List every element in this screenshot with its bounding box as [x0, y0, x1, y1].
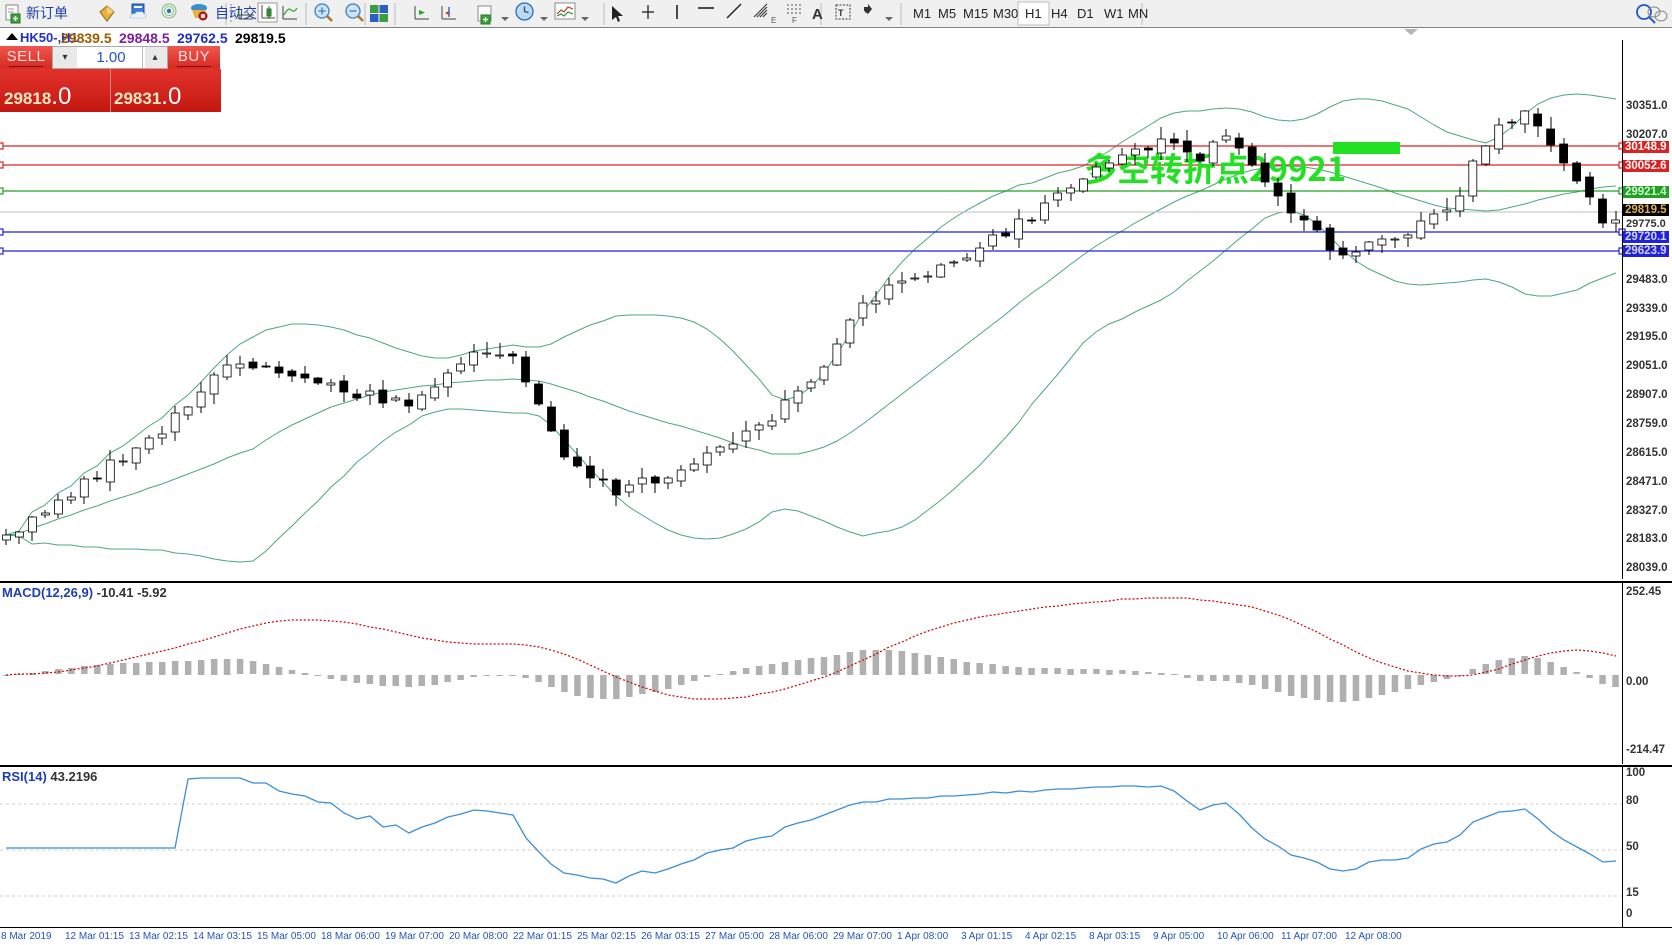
svg-text:D1: D1: [1077, 6, 1094, 21]
svg-text:新订单: 新订单: [26, 5, 68, 21]
svg-text:M15: M15: [963, 6, 988, 21]
svg-text:E: E: [771, 16, 776, 25]
svg-text:H4: H4: [1051, 6, 1068, 21]
svg-text:M5: M5: [938, 6, 956, 21]
svg-text:H1: H1: [1025, 6, 1042, 21]
svg-text:T: T: [838, 8, 844, 18]
svg-text:A: A: [812, 6, 823, 23]
svg-text:W1: W1: [1104, 6, 1124, 21]
svg-text:MN: MN: [1128, 6, 1148, 21]
svg-text:M1: M1: [913, 6, 931, 21]
svg-text:M30: M30: [993, 6, 1018, 21]
svg-text:F: F: [792, 16, 797, 25]
